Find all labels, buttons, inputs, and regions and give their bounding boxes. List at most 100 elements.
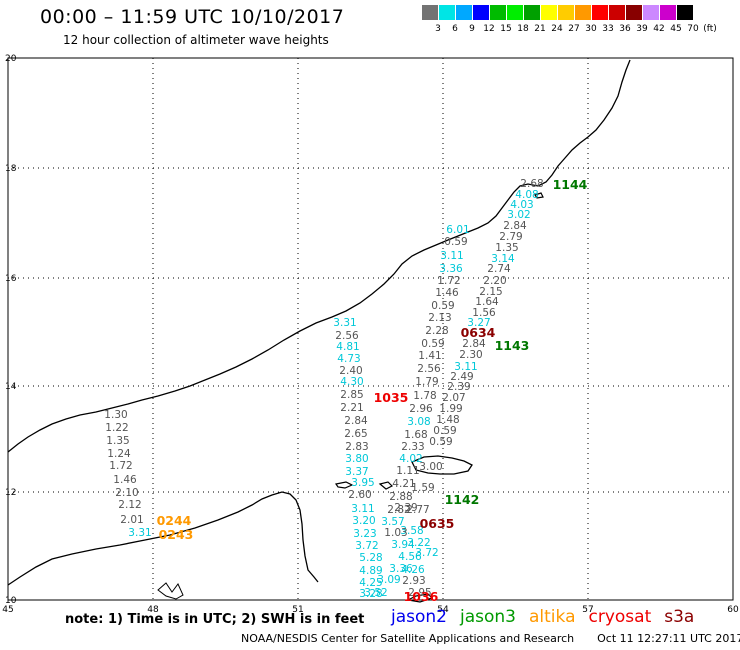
swh-value: 2.85 [340,389,363,401]
swh-value: 3.23 [353,528,376,540]
swh-value: 3.80 [345,453,368,465]
lon-tick-label: 57 [582,605,593,615]
kuria-islets [534,192,544,199]
swh-value: 3.37 [345,466,368,478]
swh-value: 4.21 [392,478,415,490]
scale-label: 36 [619,24,631,34]
scale-swatch [456,5,472,20]
chart-subtitle: 12 hour collection of altimeter wave hei… [63,33,329,47]
swh-value: 1.41 [418,350,441,362]
swh-value: 4.81 [336,341,359,353]
swh-value: 2.20 [483,275,506,287]
swh-value: 3.52 [364,587,387,599]
coastline-somalia [7,491,319,586]
coastline-oman-yemen [7,59,631,453]
swh-value: 2.83 [345,441,368,453]
swh-value: 2.28 [425,325,448,337]
swh-value: 0.59 [429,436,452,448]
swh-value: 1.24 [107,448,131,460]
scale-swatch [660,5,676,20]
scale-label: 18 [517,24,529,34]
swh-value: 3.09 [377,574,400,586]
swh-value: 1.03 [384,527,407,539]
pass-time: 1036 [404,589,439,604]
swh-value: 2.01 [120,514,143,526]
scale-label: 27 [568,24,580,34]
swh-value: 2.96 [409,403,433,415]
note-text: note: 1) Time is in UTC; 2) SWH is in fe… [65,612,365,627]
swh-value: 3.58 [400,525,423,537]
lat-tick-label: 18 [5,164,17,174]
scale-swatch [609,5,625,20]
map-frame [7,57,734,601]
islet-1 [335,481,354,489]
swh-value: 2.65 [344,428,367,440]
scale-label: 6 [452,24,458,34]
scale-label: 70 [687,24,699,34]
pass-time: 1142 [445,492,480,507]
swh-value: 2.95 [408,587,431,599]
swh-value: 2.21 [340,402,363,414]
pass-time: 0635 [420,516,455,531]
swh-value: 2.39 [394,502,417,514]
swh-value: 3.57 [381,516,404,528]
scale-label: 33 [602,24,614,34]
lat-tick-label: 12 [5,488,16,498]
swh-value: 1.64 [475,296,499,308]
swh-value: 3.72 [355,540,378,552]
swh-value: 4.03 [510,199,533,211]
swh-value: 3.95 [351,477,374,489]
swh-value: 2.40 [339,365,362,377]
scale-swatch [643,5,659,20]
scale-swatch [677,5,693,20]
swh-value: 2.39 [447,381,470,393]
lat-tick-label: 14 [5,382,17,392]
swh-value: 2.74 [487,263,511,275]
swh-value: 1.79 [415,376,438,388]
swh-value: 3.94 [391,539,415,551]
swh-value: 1.11 [396,465,419,477]
lon-tick-label: 54 [437,605,449,615]
scale-swatch [626,5,642,20]
scale-label: 12 [483,24,495,34]
scale-label: 42 [653,24,665,34]
swh-value: 3.31 [333,317,356,329]
swh-value: 1.68 [404,429,427,441]
swh-value: 4.73 [337,353,360,365]
swh-value: 4.02 [399,453,422,465]
satellite-name-jason3: jason3 [460,607,516,627]
swh-value: 3.02 [507,209,530,221]
swh-value: 2.33 [401,441,424,453]
islet-3 [406,593,434,603]
scale-label: 3 [435,24,441,34]
satellite-legend: jason2 jason3 altika cryosat s3a [391,607,707,627]
lat-lon-grid [7,57,734,601]
swh-observations: 2.684.084.033.022.842.791.353.142.742.20… [104,178,543,600]
scale-swatch [507,5,523,20]
swh-value: 2.88 [389,491,412,503]
scale-label: 45 [670,24,682,34]
scale-swatch [541,5,557,20]
scale-label: 39 [636,24,648,34]
swh-value: 2.82 [387,504,410,516]
swh-value: 1.56 [472,307,496,319]
pass-time: 1035 [374,390,409,405]
scale-label: 24 [551,24,563,34]
swh-value: 0.59 [433,425,456,437]
lat-tick-label: 10 [5,596,17,606]
swh-value: 2.07 [442,392,465,404]
swh-value: 3.11 [454,361,477,373]
swh-value: 2.68 [520,178,543,190]
scale-label: 9 [469,24,475,34]
islet-2 [378,481,394,490]
swh-value: 2.84 [462,338,486,350]
swh-value: 1.48 [436,414,459,426]
scale-label: 30 [585,24,597,34]
satellite-name-s3a: s3a [664,607,695,627]
scale-swatch [473,5,489,20]
swh-value: 3.11 [440,250,463,262]
swh-value: 3.27 [467,317,490,329]
swh-value: 1.46 [113,474,137,486]
